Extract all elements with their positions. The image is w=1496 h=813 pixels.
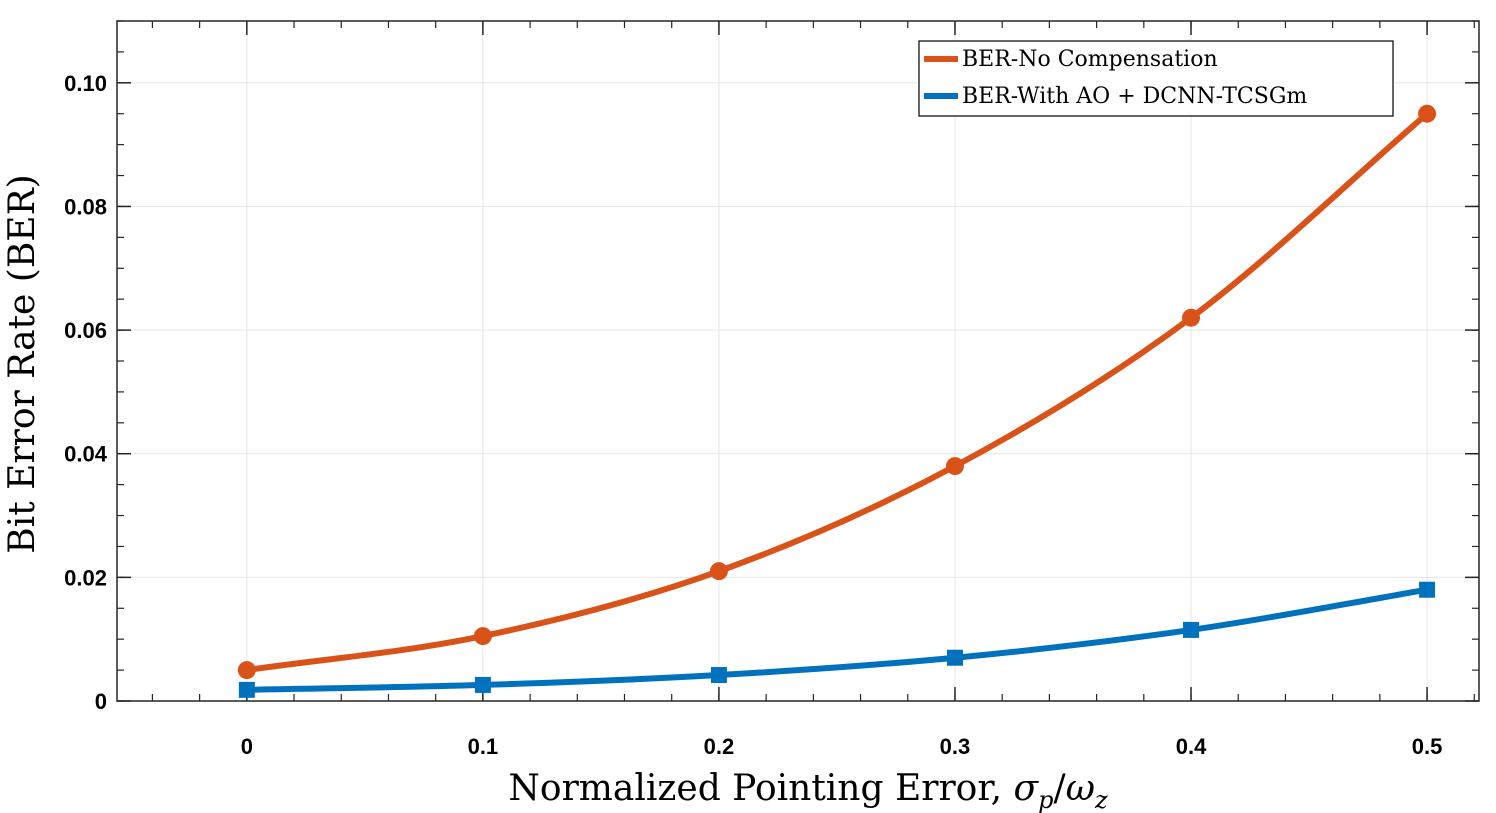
y-tick-label: 0.06 — [64, 318, 107, 343]
legend: BER-No Compensation BER-With AO + DCNN-T… — [918, 40, 1394, 117]
y-tick-label: 0.04 — [64, 442, 108, 467]
data-point-square — [1419, 581, 1436, 598]
data-point-circle — [1418, 104, 1437, 123]
data-point-circle — [1182, 308, 1201, 327]
x-axis-label-sigma: σ — [1013, 768, 1039, 809]
x-tick-label: 0.4 — [1176, 734, 1207, 759]
series-ao-dcnn — [238, 581, 1436, 698]
axis-ticks — [117, 20, 1479, 702]
plot-frame — [116, 20, 1480, 702]
x-tick-label: 0.3 — [940, 734, 971, 759]
data-point-square — [946, 649, 963, 666]
data-point-circle — [473, 627, 492, 646]
series-layer — [237, 104, 1437, 698]
y-tick-label: 0 — [95, 689, 107, 714]
grid — [117, 21, 1479, 701]
y-tick-label: 0.10 — [64, 71, 107, 96]
x-tick-label: 0.2 — [704, 734, 735, 759]
y-axis-label: Bit Error Rate (BER) — [2, 174, 43, 553]
legend-box — [918, 40, 1394, 117]
y-tick-label: 0.08 — [64, 194, 107, 219]
tick-labels: 0 0.1 0.2 0.3 0.4 0.5 0 0.02 0.04 0.06 0.08 0.10 — [64, 71, 1442, 759]
legend-label-no-compensation: BER-No Compensation — [962, 47, 1218, 72]
y-tick-label: 0.02 — [64, 565, 107, 590]
data-point-circle — [709, 562, 728, 581]
data-point-square — [1183, 621, 1200, 638]
x-axis-label-sub-p: p — [1038, 786, 1053, 813]
series-line — [243, 110, 1431, 674]
data-point-square — [710, 667, 727, 684]
x-axis-label-sub-z: z — [1094, 786, 1108, 813]
series-line — [243, 586, 1431, 693]
x-tick-label: 0.1 — [468, 734, 499, 759]
data-point-square — [474, 676, 491, 693]
x-axis-label-slash: / — [1053, 768, 1066, 809]
data-point-circle — [237, 661, 256, 680]
series-no-compensation — [237, 104, 1437, 680]
x-axis-label-main: Normalized Pointing Error, — [508, 768, 1013, 809]
x-axis-label: Normalized Pointing Error, σp/ωz — [508, 768, 1108, 813]
x-tick-label: 0.5 — [1412, 734, 1443, 759]
x-tick-label: 0 — [241, 734, 253, 759]
data-point-circle — [945, 457, 964, 476]
data-point-square — [238, 681, 255, 698]
legend-label-ao-dcnn: BER-With AO + DCNN-TCSGm — [962, 84, 1307, 109]
x-axis-label-omega: ω — [1066, 768, 1095, 809]
